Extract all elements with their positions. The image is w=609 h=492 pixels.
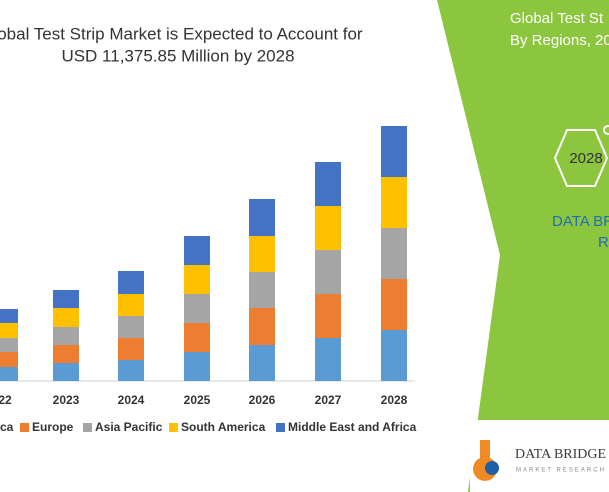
panel-title: By Regions, 20 xyxy=(510,32,609,49)
bar-segment xyxy=(118,316,144,338)
bar-segment xyxy=(315,250,341,294)
bar-segment xyxy=(118,360,144,381)
bar-segment xyxy=(315,162,341,206)
legend-label: South America xyxy=(181,420,266,434)
legend-label: Middle East and Africa xyxy=(288,420,417,434)
brand-text: R xyxy=(598,234,609,251)
legend-label: Europe xyxy=(32,420,74,434)
bar-segment xyxy=(118,294,144,316)
bar-segment xyxy=(381,177,407,228)
logo-icon-dot xyxy=(485,461,499,475)
bar-segment xyxy=(184,352,210,381)
x-tick-label: 2027 xyxy=(315,393,342,407)
x-tick-label: 2028 xyxy=(381,393,408,407)
legend-label: ca xyxy=(0,420,14,434)
legend-swatch xyxy=(276,423,285,432)
bar-segment xyxy=(184,323,210,352)
bar-segment xyxy=(118,271,144,294)
x-tick-label: 2023 xyxy=(53,393,80,407)
bar-segment xyxy=(381,228,407,279)
hexagon-dot xyxy=(603,125,609,135)
logo-name: DATA BRIDGE xyxy=(515,447,606,462)
bar-segment xyxy=(249,272,275,308)
bar-segment xyxy=(184,265,210,294)
logo-area xyxy=(470,420,609,492)
bar-segment xyxy=(315,206,341,250)
x-tick-label: 22 xyxy=(0,393,12,407)
hexagon xyxy=(553,129,609,187)
chart-title: lobal Test Strip Market is Expected to A… xyxy=(0,24,363,43)
bar-segment xyxy=(53,363,79,381)
side-panel xyxy=(437,0,609,492)
bar-segment xyxy=(315,294,341,338)
bar-segment xyxy=(381,279,407,330)
bar-segment xyxy=(184,236,210,265)
bar-segment xyxy=(53,290,79,308)
bar-segment xyxy=(53,327,79,345)
x-tick-label: 2024 xyxy=(118,393,145,407)
bar-segment xyxy=(381,126,407,177)
legend-label: Asia Pacific xyxy=(95,420,163,434)
bar-segment xyxy=(249,308,275,345)
bar-segment xyxy=(184,294,210,323)
hex-label: 2028 xyxy=(569,150,602,167)
panel-title: Global Test St xyxy=(510,10,604,27)
bar-segment xyxy=(53,345,79,363)
bar-segment xyxy=(0,309,18,323)
x-tick-label: 2025 xyxy=(184,393,211,407)
bar-segment xyxy=(249,199,275,236)
bar-segment xyxy=(249,236,275,272)
chart-title: USD 11,375.85 Million by 2028 xyxy=(61,46,294,65)
bar-segment xyxy=(381,330,407,381)
brand-text: DATA BR xyxy=(552,213,609,230)
bar-segment xyxy=(0,338,18,352)
logo-tagline: MARKET RESEARCH xyxy=(516,468,606,474)
bar-segment xyxy=(53,308,79,327)
x-tick-label: 2026 xyxy=(249,393,276,407)
bar-segment xyxy=(0,352,18,367)
legend-swatch xyxy=(20,423,29,432)
bar-segment xyxy=(249,345,275,381)
bar-segment xyxy=(118,338,144,360)
bar-segment xyxy=(0,323,18,338)
legend-swatch xyxy=(83,423,92,432)
legend-swatch xyxy=(169,423,178,432)
bar-segment xyxy=(0,367,18,381)
bar-segment xyxy=(315,338,341,381)
